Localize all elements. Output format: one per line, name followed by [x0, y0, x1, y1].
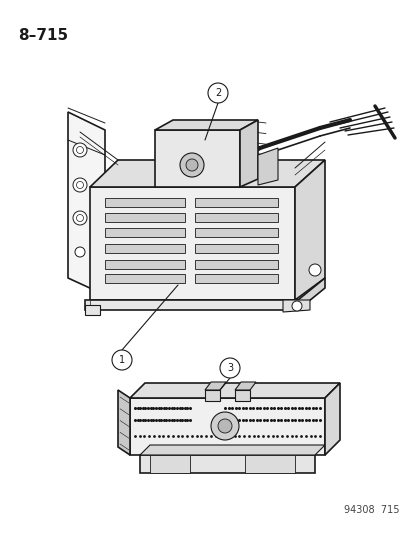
Text: 2: 2 — [214, 88, 221, 98]
Circle shape — [73, 211, 87, 225]
Polygon shape — [130, 398, 324, 455]
Polygon shape — [195, 260, 277, 269]
Circle shape — [218, 419, 231, 433]
Polygon shape — [105, 198, 185, 207]
Circle shape — [76, 147, 83, 154]
Text: 1: 1 — [119, 355, 125, 365]
Polygon shape — [105, 274, 185, 283]
Polygon shape — [130, 383, 339, 398]
Polygon shape — [85, 300, 297, 310]
Circle shape — [73, 143, 87, 157]
Polygon shape — [105, 244, 185, 253]
Polygon shape — [324, 383, 339, 455]
Text: 8–715: 8–715 — [18, 28, 68, 43]
Circle shape — [180, 153, 204, 177]
Polygon shape — [195, 274, 277, 283]
Polygon shape — [105, 213, 185, 222]
Circle shape — [73, 178, 87, 192]
Polygon shape — [235, 390, 249, 401]
Circle shape — [308, 264, 320, 276]
Polygon shape — [140, 455, 314, 473]
Circle shape — [207, 83, 228, 103]
Text: 3: 3 — [226, 363, 233, 373]
Polygon shape — [154, 120, 257, 130]
Polygon shape — [68, 112, 105, 295]
Polygon shape — [154, 130, 240, 187]
Polygon shape — [195, 213, 277, 222]
Polygon shape — [118, 390, 130, 455]
Polygon shape — [85, 305, 100, 315]
Circle shape — [185, 159, 197, 171]
Polygon shape — [195, 244, 277, 253]
Polygon shape — [282, 300, 309, 312]
Polygon shape — [195, 198, 277, 207]
Polygon shape — [204, 382, 225, 390]
Circle shape — [211, 412, 238, 440]
Polygon shape — [150, 455, 190, 473]
Polygon shape — [90, 187, 294, 300]
Polygon shape — [204, 390, 219, 401]
Polygon shape — [257, 148, 277, 185]
Circle shape — [219, 358, 240, 378]
Polygon shape — [85, 300, 90, 310]
Circle shape — [291, 301, 301, 311]
Polygon shape — [235, 382, 255, 390]
Polygon shape — [240, 120, 257, 187]
Polygon shape — [297, 278, 324, 310]
Circle shape — [112, 350, 132, 370]
Circle shape — [76, 182, 83, 189]
Polygon shape — [90, 160, 324, 187]
Polygon shape — [294, 160, 324, 300]
Polygon shape — [195, 228, 277, 237]
Circle shape — [76, 214, 83, 222]
Polygon shape — [244, 455, 294, 473]
Polygon shape — [105, 260, 185, 269]
Circle shape — [75, 247, 85, 257]
Polygon shape — [140, 445, 324, 455]
Text: 94308  715: 94308 715 — [344, 505, 399, 515]
Polygon shape — [105, 228, 185, 237]
